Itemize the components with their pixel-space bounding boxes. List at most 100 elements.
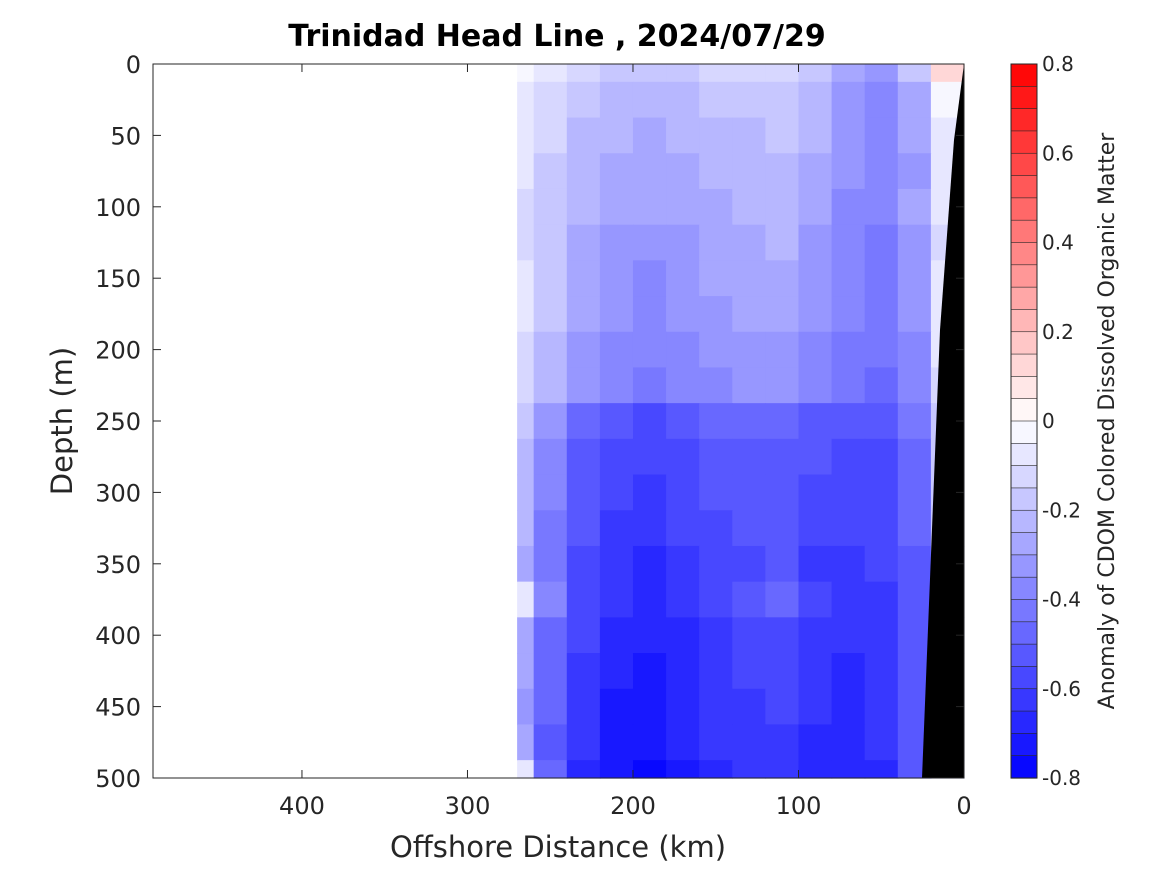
heat-cell bbox=[897, 510, 932, 547]
heat-cell bbox=[864, 260, 899, 297]
heat-cell bbox=[517, 224, 535, 261]
heat-cell bbox=[533, 81, 568, 119]
heat-cell bbox=[798, 438, 833, 476]
heat-cell bbox=[517, 474, 535, 511]
heat-cell bbox=[831, 296, 866, 333]
heat-cell bbox=[732, 474, 766, 511]
heat-cell bbox=[666, 153, 700, 190]
heat-cell bbox=[566, 188, 601, 226]
heat-cell bbox=[533, 760, 568, 779]
x-tick-label: 0 bbox=[956, 792, 971, 820]
heat-cell bbox=[765, 688, 800, 726]
heat-cell bbox=[732, 617, 766, 654]
heat-cell bbox=[566, 438, 601, 476]
x-tick-label: 100 bbox=[776, 792, 822, 820]
heat-cell bbox=[765, 403, 800, 440]
heat-cell bbox=[666, 367, 700, 404]
heat-cell bbox=[864, 331, 899, 369]
y-tick-label: 50 bbox=[110, 122, 141, 150]
heat-cell bbox=[732, 688, 766, 726]
heat-cell bbox=[765, 331, 800, 369]
heat-cell bbox=[517, 367, 535, 404]
heat-cell bbox=[517, 760, 535, 779]
heat-cell bbox=[599, 117, 634, 154]
heat-cell bbox=[599, 224, 634, 261]
heat-cell bbox=[798, 581, 833, 618]
heat-cell bbox=[798, 153, 833, 190]
heat-cell bbox=[632, 438, 667, 476]
heat-cell bbox=[517, 403, 535, 440]
heat-cell bbox=[566, 545, 601, 583]
colorbar-segment bbox=[1010, 242, 1038, 266]
heat-cell bbox=[798, 117, 833, 154]
colorbar-segment bbox=[1010, 554, 1038, 578]
heat-cell bbox=[798, 367, 833, 404]
heat-cell bbox=[765, 581, 800, 618]
heat-cell bbox=[864, 653, 899, 690]
heatmap-cells bbox=[517, 64, 965, 779]
heat-cell bbox=[632, 545, 667, 583]
heat-cell bbox=[831, 510, 866, 547]
colorbar-segment bbox=[1010, 420, 1038, 444]
heat-cell bbox=[632, 510, 667, 547]
heat-cell bbox=[566, 474, 601, 511]
colorbar-label: Anomaly of CDOM Colored Dissolved Organi… bbox=[1095, 132, 1120, 710]
heat-cell bbox=[798, 81, 833, 119]
heat-cell bbox=[831, 188, 866, 226]
y-tick-label: 350 bbox=[95, 551, 141, 579]
heat-cell bbox=[897, 545, 932, 583]
colorbar-segment bbox=[1010, 309, 1038, 333]
heat-cell bbox=[765, 474, 800, 511]
heat-cell bbox=[517, 81, 535, 119]
heat-cell bbox=[533, 724, 568, 761]
heat-cell bbox=[732, 545, 766, 583]
seafloor-bathymetry bbox=[922, 64, 964, 778]
colorbar-segment bbox=[1010, 353, 1038, 377]
heat-cell bbox=[732, 510, 766, 547]
heat-cell bbox=[897, 64, 932, 83]
colorbar-segment bbox=[1010, 710, 1038, 734]
heat-cell bbox=[699, 403, 733, 440]
heat-cell bbox=[732, 724, 766, 761]
heat-cell bbox=[533, 653, 568, 690]
heat-cell bbox=[864, 438, 899, 476]
colorbar-segment bbox=[1010, 599, 1038, 623]
colorbar-segment bbox=[1010, 398, 1038, 422]
heat-cell bbox=[732, 117, 766, 154]
heat-cell bbox=[666, 510, 700, 547]
chart-title: Trinidad Head Line , 2024/07/29 bbox=[288, 19, 825, 54]
heat-cell bbox=[897, 403, 932, 440]
colorbar-segment bbox=[1010, 376, 1038, 400]
y-tick-label: 200 bbox=[95, 337, 141, 365]
heat-cell bbox=[732, 438, 766, 476]
heat-cell bbox=[699, 545, 733, 583]
heat-cell bbox=[798, 760, 833, 779]
heat-cell bbox=[699, 153, 733, 190]
heat-cell bbox=[732, 153, 766, 190]
heat-cell bbox=[831, 64, 866, 83]
heat-cell bbox=[864, 153, 899, 190]
heat-cell bbox=[566, 331, 601, 369]
heat-cell bbox=[533, 117, 568, 154]
heat-cell bbox=[864, 617, 899, 654]
heat-cell bbox=[765, 64, 800, 83]
heat-cell bbox=[632, 760, 667, 779]
heat-cell bbox=[517, 545, 535, 583]
heat-cell bbox=[765, 617, 800, 654]
y-tick-label: 300 bbox=[95, 479, 141, 507]
heat-cell bbox=[699, 724, 733, 761]
heat-cell bbox=[632, 81, 667, 119]
heat-cell bbox=[533, 474, 568, 511]
heat-cell bbox=[566, 224, 601, 261]
heat-cell bbox=[864, 545, 899, 583]
heat-cell bbox=[599, 688, 634, 726]
heat-cell bbox=[765, 510, 800, 547]
heat-cell bbox=[533, 617, 568, 654]
heat-cell bbox=[566, 653, 601, 690]
heat-cell bbox=[699, 188, 733, 226]
heat-cell bbox=[632, 403, 667, 440]
colorbar-tick-label: 0.8 bbox=[1042, 52, 1074, 76]
heat-cell bbox=[699, 64, 733, 83]
heat-cell bbox=[517, 510, 535, 547]
colorbar-segment bbox=[1010, 86, 1038, 110]
